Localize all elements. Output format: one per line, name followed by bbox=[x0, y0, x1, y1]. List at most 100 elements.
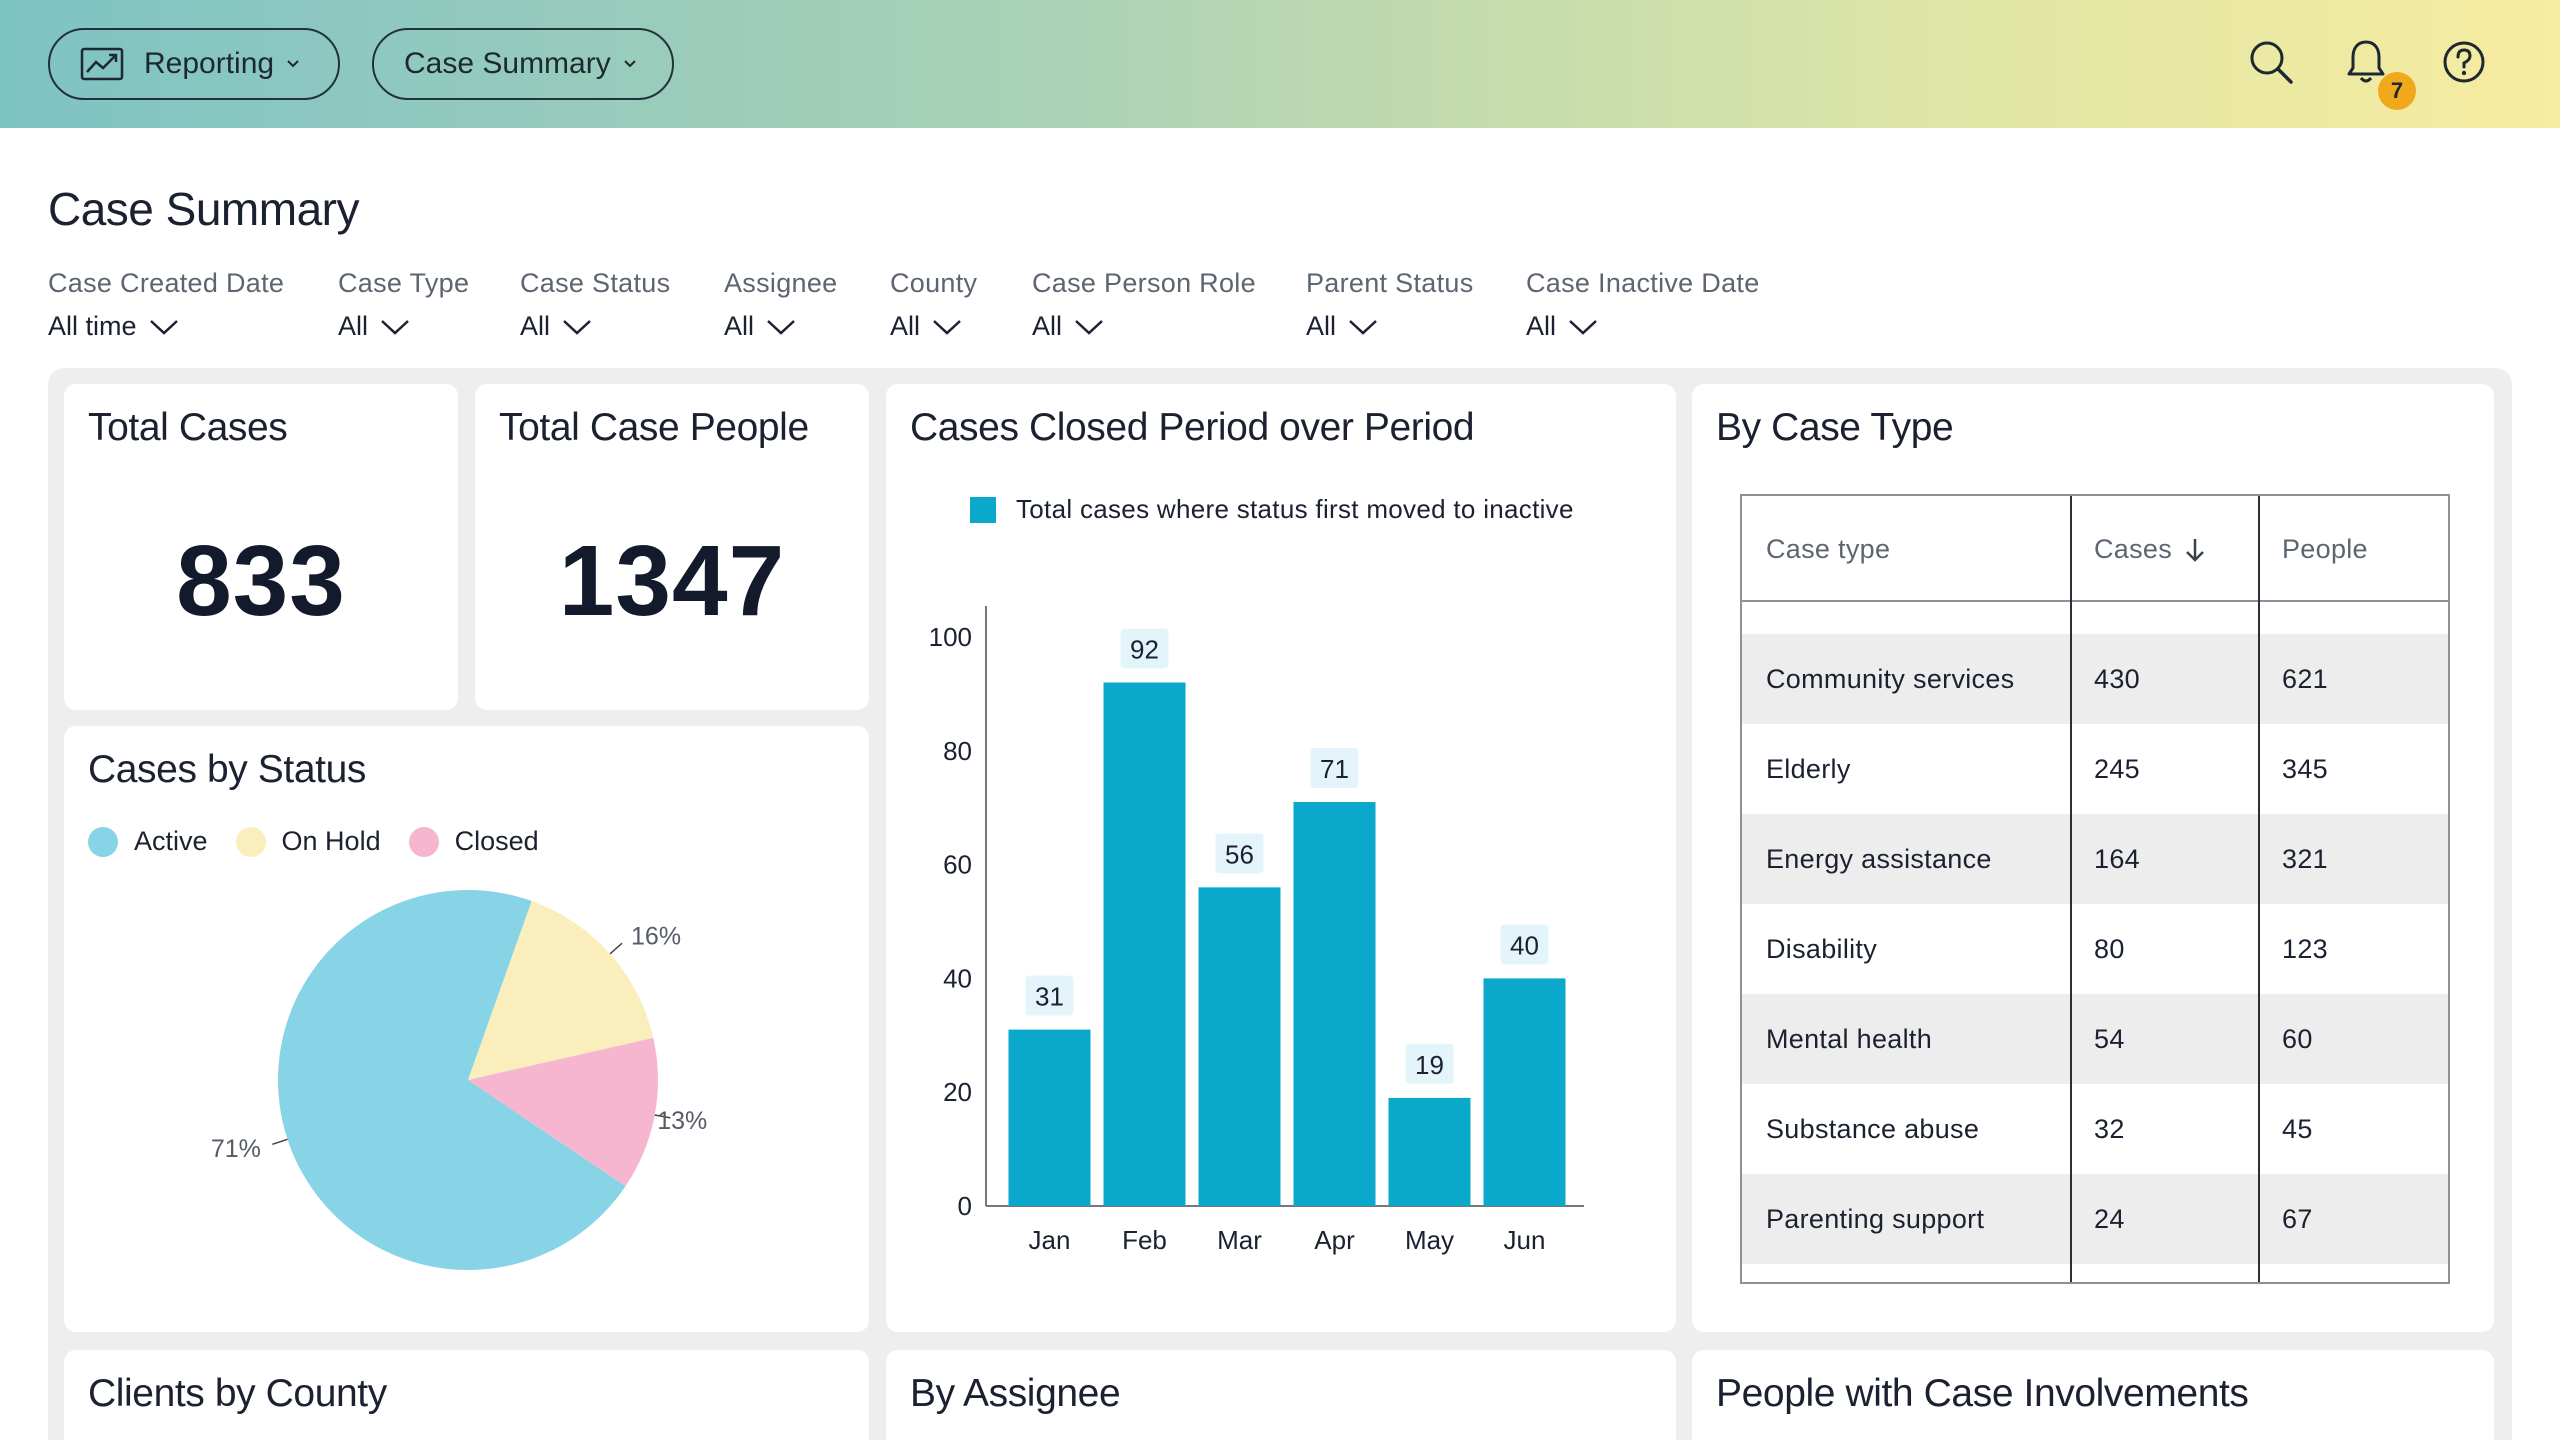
search-icon[interactable] bbox=[2245, 36, 2297, 88]
legend-item-active[interactable]: Active bbox=[88, 826, 208, 857]
cell-cases: 430 bbox=[2094, 663, 2140, 694]
filter-label: Assignee bbox=[724, 268, 838, 298]
by-case-type-card: By Case Type Case type Cases People Comm… bbox=[1692, 384, 2494, 1332]
cell-case-type: Mental health bbox=[1766, 1023, 1933, 1054]
chevron-down-icon bbox=[624, 60, 636, 68]
column-header-case-type[interactable]: Case type bbox=[1766, 534, 1891, 564]
chevron-down-icon bbox=[563, 319, 591, 335]
bell-icon[interactable] bbox=[2340, 36, 2392, 88]
bar-may[interactable] bbox=[1388, 1097, 1471, 1206]
table-row[interactable]: Community services 430 621 bbox=[1742, 634, 2448, 724]
filter-dropdown[interactable]: All bbox=[520, 311, 670, 342]
legend-item-on-hold[interactable]: On Hold bbox=[235, 826, 381, 857]
pie-slice-active[interactable] bbox=[278, 890, 626, 1270]
filter-dropdown[interactable]: All bbox=[1306, 311, 1474, 342]
total-people-title: Total Case People bbox=[499, 406, 809, 449]
y-tick-label: 100 bbox=[929, 622, 972, 652]
filter-dropdown[interactable]: All time bbox=[48, 311, 284, 342]
case-type-table: Case type Cases People Community service… bbox=[1740, 494, 2450, 1284]
filter-dropdown[interactable]: All bbox=[724, 311, 837, 342]
bar-value-label-bg bbox=[1025, 975, 1074, 1016]
filter-label: Case Inactive Date bbox=[1526, 268, 1760, 298]
filter-label: Parent Status bbox=[1306, 268, 1474, 298]
filter-label: Case Status bbox=[520, 268, 671, 298]
cases-closed-card: Cases Closed Period over Period Total ca… bbox=[886, 384, 1676, 1332]
bar-mar[interactable] bbox=[1198, 887, 1281, 1206]
bar-jun[interactable] bbox=[1483, 978, 1566, 1206]
cell-case-type: Parenting support bbox=[1766, 1203, 1985, 1234]
cases-closed-title: Cases Closed Period over Period bbox=[910, 406, 1475, 449]
table-row[interactable]: Energy assistance 164 321 bbox=[1742, 814, 2448, 904]
y-tick-label: 0 bbox=[958, 1191, 972, 1221]
legend-label: On Hold bbox=[281, 826, 381, 856]
bar-value-label: 71 bbox=[1320, 754, 1349, 784]
bar-value-label: 31 bbox=[1035, 982, 1064, 1012]
pie-slice-on-hold[interactable] bbox=[468, 901, 654, 1080]
cell-cases: 32 bbox=[2094, 1113, 2125, 1144]
case-summary-menu-button[interactable]: Case Summary bbox=[372, 28, 674, 100]
reporting-label: Reporting bbox=[144, 47, 275, 80]
filter-dropdown[interactable]: All bbox=[890, 311, 977, 342]
filter-label: Case Person Role bbox=[1032, 268, 1256, 298]
total-cases-card: Total Cases 833 bbox=[64, 384, 458, 710]
total-cases-value: 833 bbox=[176, 525, 346, 637]
cell-people: 621 bbox=[2282, 663, 2328, 694]
status-pie-chart: 71% 16% 13% bbox=[211, 890, 707, 1270]
filter-assignee: Assignee All bbox=[724, 268, 837, 342]
help-icon[interactable] bbox=[2438, 36, 2490, 88]
pie-slice-closed[interactable] bbox=[468, 1037, 659, 1187]
filter-value: All time bbox=[48, 311, 137, 341]
bar-feb[interactable] bbox=[1103, 682, 1186, 1206]
x-tick-label: Apr bbox=[1314, 1225, 1355, 1255]
filter-case-status: Case Status All bbox=[520, 268, 670, 342]
bar-value-label: 56 bbox=[1225, 839, 1254, 869]
filter-value: All bbox=[1526, 311, 1557, 341]
pie-leader-line bbox=[272, 1138, 288, 1146]
legend-label: Closed bbox=[454, 826, 539, 856]
total-people-value: 1347 bbox=[558, 525, 786, 637]
pie-leader-line bbox=[609, 942, 623, 955]
chevron-down-icon bbox=[767, 319, 795, 335]
legend-swatch bbox=[235, 826, 266, 857]
cell-case-type: Community services bbox=[1766, 663, 2015, 694]
x-tick-label: May bbox=[1405, 1225, 1454, 1255]
bar-value-label: 40 bbox=[1510, 930, 1539, 960]
table-row[interactable]: Parenting support 24 67 bbox=[1742, 1174, 2448, 1264]
cell-case-type: Substance abuse bbox=[1766, 1113, 1980, 1144]
filter-case-person-role: Case Person Role All bbox=[1032, 268, 1256, 342]
bar-apr[interactable] bbox=[1293, 802, 1376, 1206]
bar-jan[interactable] bbox=[1008, 1029, 1091, 1206]
filter-value: All bbox=[724, 311, 755, 341]
filter-case-inactive-date: Case Inactive Date All bbox=[1526, 268, 1760, 342]
filter-dropdown[interactable]: All bbox=[338, 311, 469, 342]
table-row[interactable]: Substance abuse 32 45 bbox=[1742, 1084, 2448, 1174]
clients-by-county-card: Clients by County bbox=[64, 1350, 869, 1440]
legend-item-closed[interactable]: Closed bbox=[408, 826, 539, 857]
people-involvements-title: People with Case Involvements bbox=[1716, 1372, 2249, 1415]
column-header-cases[interactable]: Cases bbox=[2094, 534, 2208, 565]
filter-value: All bbox=[1306, 311, 1337, 341]
filter-dropdown[interactable]: All bbox=[1032, 311, 1256, 342]
chevron-down-icon bbox=[1349, 319, 1377, 335]
pie-leader-line bbox=[654, 1114, 671, 1119]
table-row[interactable]: Elderly 245 345 bbox=[1742, 724, 2448, 814]
arrow-down-icon bbox=[2186, 538, 2204, 562]
table-row[interactable]: Disability 80 123 bbox=[1742, 904, 2448, 994]
cell-cases: 164 bbox=[2094, 843, 2140, 874]
cell-people: 45 bbox=[2282, 1113, 2313, 1144]
legend-swatch bbox=[408, 826, 439, 857]
pie-slice-label: 13% bbox=[657, 1107, 707, 1135]
column-header-people[interactable]: People bbox=[2282, 534, 2368, 564]
table-row[interactable]: Mental health 54 60 bbox=[1742, 994, 2448, 1084]
filter-dropdown[interactable]: All bbox=[1526, 311, 1760, 342]
cell-people: 321 bbox=[2282, 843, 2328, 874]
bar-value-label-bg bbox=[1500, 924, 1549, 965]
case-summary-label: Case Summary bbox=[404, 47, 611, 80]
filter-label: County bbox=[890, 268, 978, 298]
cases-by-status-title: Cases by Status bbox=[88, 748, 366, 791]
reporting-menu-button[interactable]: Reporting bbox=[48, 28, 340, 100]
status-legend: Active On Hold Closed bbox=[88, 826, 567, 857]
filter-label: Case Created Date bbox=[48, 268, 285, 298]
top-bar: Reporting Case Summary 7 bbox=[0, 0, 2560, 128]
chevron-down-icon bbox=[1569, 319, 1597, 335]
